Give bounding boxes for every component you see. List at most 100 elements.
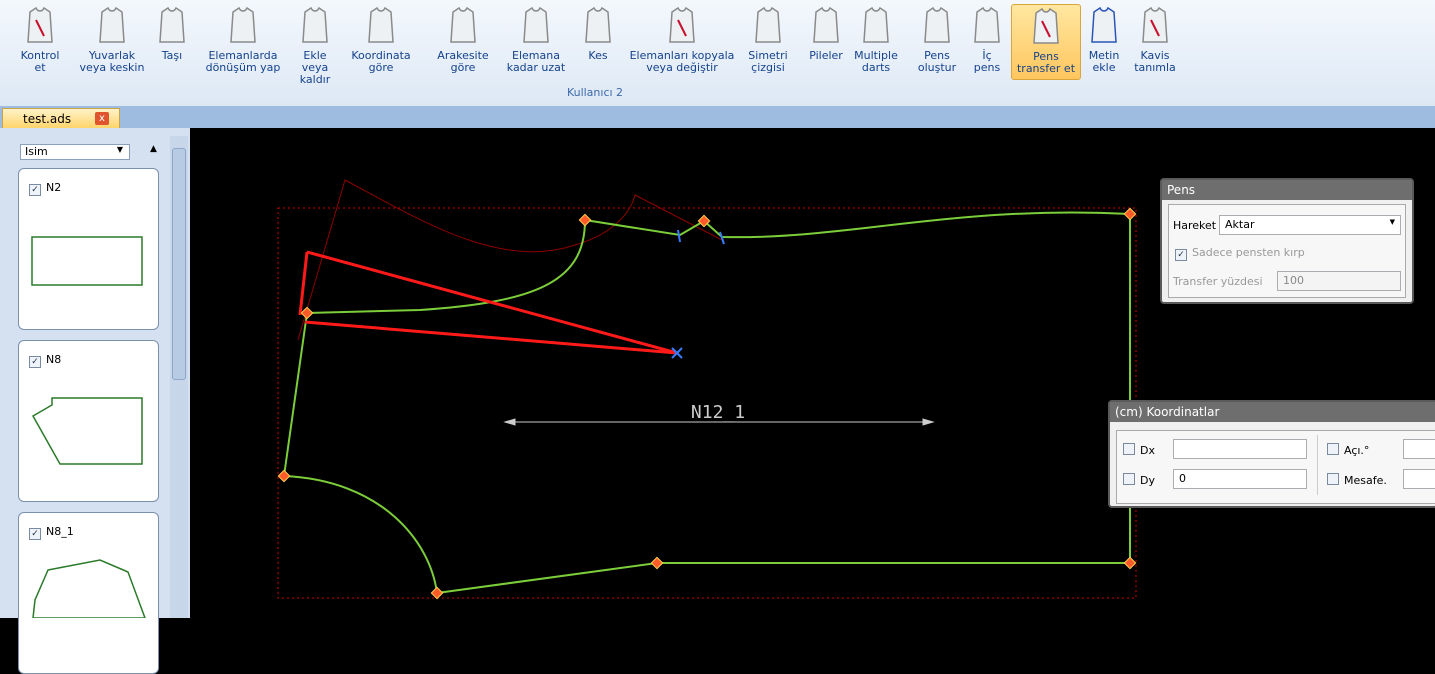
angle-input[interactable] <box>1403 439 1435 459</box>
button-icon <box>924 6 950 43</box>
checkbox-row[interactable]: ✓ Sadece pensten kırp <box>1175 246 1305 261</box>
sort-arrow[interactable]: ▲ <box>150 144 157 154</box>
distance-checkbox[interactable]: Mesafe. <box>1327 473 1387 487</box>
ribbon-button[interactable]: Taşı <box>154 4 190 80</box>
ribbon-button[interactable]: Pileler <box>804 4 848 80</box>
piece-card[interactable]: ✓ N2 <box>18 168 159 330</box>
bounding-box <box>277 207 1137 599</box>
button-icon <box>585 6 611 43</box>
button-label: tanımla <box>1134 61 1176 74</box>
button-label: göre <box>450 61 476 74</box>
button-icon <box>863 6 889 43</box>
ribbon-button[interactable]: Kavis tanımla <box>1132 4 1178 80</box>
button-label: veya değiştir <box>646 61 718 74</box>
button-icon <box>1142 6 1168 43</box>
side-panel: Isim ▼ ▲ ✓ N2 ✓ N8 ✓ N8_1 <box>0 128 190 674</box>
input-value: 0 <box>1179 472 1186 485</box>
sort-dropdown[interactable]: Isim ▼ <box>20 144 130 160</box>
button-icon <box>99 6 125 43</box>
field-label: Açı.° <box>1344 444 1370 457</box>
distance-input[interactable] <box>1403 469 1435 489</box>
dialog-title: (cm) Koordinatlar <box>1110 402 1435 422</box>
ribbon-button[interactable]: Koordinata göre <box>350 4 412 80</box>
hareket-dropdown[interactable]: Aktar ▼ <box>1219 215 1401 235</box>
piece-name: N2 <box>46 181 62 194</box>
button-label: Elemanlarda <box>208 49 278 62</box>
button-label: Elemana <box>512 49 560 62</box>
ribbon-button[interactable]: Elemanlarda dönüşüm yap <box>204 4 282 80</box>
button-label: veya keskin <box>79 61 145 74</box>
ribbon-button[interactable]: Metin ekle <box>1084 4 1124 80</box>
button-icon <box>669 6 695 43</box>
button-icon <box>230 6 256 43</box>
field-label: Dy <box>1140 474 1155 487</box>
ribbon-button[interactable]: Arakesite göre <box>436 4 490 80</box>
ribbon-button[interactable]: Pens oluştur <box>915 4 959 80</box>
pattern-outline <box>282 211 1131 594</box>
button-label: kaldır <box>299 73 331 86</box>
button-label: Multiple <box>854 49 898 62</box>
button-label: Kes <box>588 49 608 62</box>
ribbon-button[interactable]: Pens transfer et <box>1011 4 1081 80</box>
dimension-line <box>503 418 935 426</box>
checkbox-label: Sadece pensten kırp <box>1192 246 1305 259</box>
button-icon <box>368 6 394 43</box>
input-value: 100 <box>1283 274 1304 287</box>
ribbon-button[interactable]: Multiple darts <box>851 4 901 80</box>
button-icon <box>27 6 53 43</box>
ribbon-button[interactable]: Simetri çizgisi <box>745 4 791 80</box>
transfer-input[interactable]: 100 <box>1277 271 1401 291</box>
dialog-title: Pens <box>1162 180 1412 200</box>
dx-input[interactable] <box>1173 439 1307 459</box>
dropdown-value: Aktar <box>1225 218 1255 231</box>
group-label: Kullanıcı 2 <box>566 86 624 99</box>
button-label: Metin <box>1088 49 1120 62</box>
button-icon <box>813 6 839 43</box>
ribbon-button[interactable]: İç pens <box>970 4 1004 80</box>
nodes <box>277 207 1137 600</box>
document-tab[interactable]: test.ads x <box>2 108 120 128</box>
button-label: transfer et <box>1016 62 1076 75</box>
ribbon-button[interactable]: Elemanları kopyala veya değiştir <box>626 4 738 80</box>
sort-value: Isim <box>25 145 48 158</box>
button-label: Ekle veya <box>301 49 329 74</box>
dy-checkbox[interactable]: Dy <box>1123 473 1155 487</box>
button-label: dönüşüm yap <box>205 61 281 74</box>
dy-input[interactable]: 0 <box>1173 469 1307 489</box>
piece-label: N12_1 <box>691 402 745 423</box>
dx-checkbox[interactable]: Dx <box>1123 443 1155 457</box>
button-icon <box>523 6 549 43</box>
field-label: Hareket <box>1173 219 1217 232</box>
field-label: Mesafe. <box>1344 474 1387 487</box>
button-icon <box>974 6 1000 43</box>
markers <box>671 229 725 359</box>
button-label: Arakesite <box>437 49 489 62</box>
dart-lines <box>298 250 678 355</box>
ribbon-button[interactable]: Kontrol et <box>15 4 65 80</box>
button-label: kadar uzat <box>506 61 566 74</box>
angle-checkbox[interactable]: Açı.° <box>1327 443 1369 457</box>
ribbon-button[interactable]: Ekle veya kaldır <box>289 4 341 86</box>
button-label: Elemanları kopyala <box>629 49 735 62</box>
button-label: Simetri <box>748 49 788 62</box>
reference-lines <box>297 179 723 341</box>
ribbon-button[interactable]: Elemana kadar uzat <box>506 4 566 80</box>
field-label: Transfer yüzdesi <box>1173 275 1263 288</box>
button-icon <box>755 6 781 43</box>
button-label: çizgisi <box>751 61 785 74</box>
button-label: oluştur <box>917 61 957 74</box>
piece-card[interactable]: ✓ N8 <box>18 340 159 502</box>
button-label: Yuvarlak <box>88 49 136 62</box>
ribbon: Kontrol et Yuvarlak veya keskin Taşı Elemanla… <box>0 0 1435 107</box>
button-icon <box>1033 7 1059 44</box>
scrollbar <box>170 136 188 618</box>
button-label: İç <box>982 49 992 62</box>
thumbnails <box>31 236 146 618</box>
ribbon-button[interactable]: Yuvarlak veya keskin <box>79 4 145 80</box>
button-label: Taşı <box>161 49 183 62</box>
button-label: Kontrol <box>20 49 60 62</box>
close-button[interactable]: x <box>95 112 109 125</box>
ribbon-button[interactable]: Kes <box>581 4 615 80</box>
button-label: Pens <box>924 49 950 62</box>
